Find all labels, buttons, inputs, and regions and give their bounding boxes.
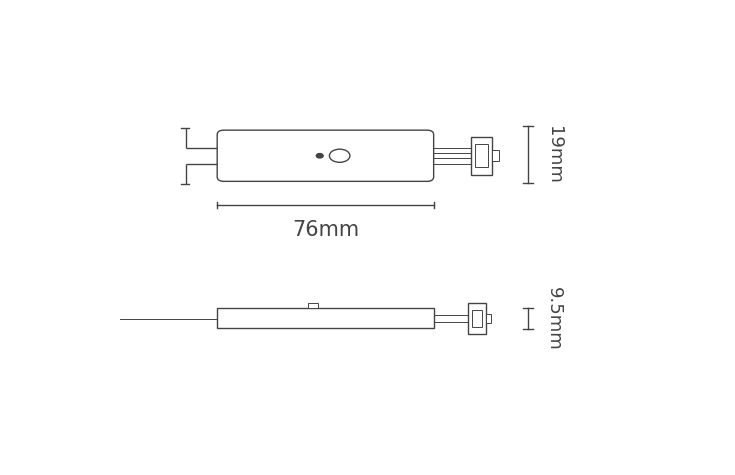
Bar	[218, 307, 434, 328]
FancyBboxPatch shape	[218, 130, 434, 181]
Circle shape	[316, 153, 323, 158]
Circle shape	[329, 149, 350, 162]
Bar	[470, 137, 492, 175]
Bar	[308, 303, 318, 307]
Bar	[475, 144, 489, 167]
Bar	[486, 314, 491, 323]
Text: 19mm: 19mm	[545, 126, 563, 184]
Text: 9.5mm: 9.5mm	[545, 286, 563, 351]
Text: 76mm: 76mm	[292, 220, 359, 240]
Bar	[467, 303, 486, 334]
Bar	[492, 151, 499, 161]
Bar	[472, 310, 482, 327]
